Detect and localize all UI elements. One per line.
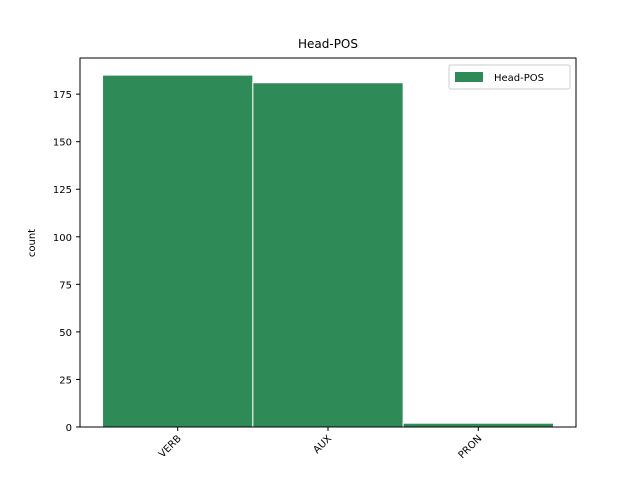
- y-tick-label: 125: [53, 185, 72, 196]
- y-ticks-group: 0 25 50 75 100 125 150 175: [53, 90, 80, 434]
- bars-group: [102, 74, 554, 428]
- y-tick-label: 75: [59, 280, 72, 291]
- bar-verb: [102, 74, 254, 428]
- legend-box: [448, 64, 571, 90]
- bar-aux: [252, 82, 404, 428]
- bar-pron: [402, 422, 554, 428]
- legend: Head-POS: [448, 64, 571, 90]
- x-tick-label-aux: AUX: [311, 433, 334, 456]
- chart-title: Head-POS: [298, 37, 358, 51]
- y-tick-label: 150: [53, 138, 72, 149]
- y-tick-label: 50: [59, 328, 72, 339]
- y-tick-label: 100: [53, 233, 72, 244]
- x-tick-label-verb: VERB: [157, 433, 184, 460]
- y-tick-label: 175: [53, 90, 72, 101]
- y-axis-label: count: [27, 229, 38, 257]
- y-tick-label: 0: [66, 423, 72, 434]
- legend-swatch: [455, 72, 483, 82]
- y-tick-label: 25: [59, 375, 72, 386]
- x-ticks-group: VERB AUX PRON: [157, 427, 484, 461]
- plot-frame: [79, 57, 577, 428]
- x-tick-label-pron: PRON: [457, 433, 485, 461]
- legend-label: Head-POS: [494, 73, 544, 84]
